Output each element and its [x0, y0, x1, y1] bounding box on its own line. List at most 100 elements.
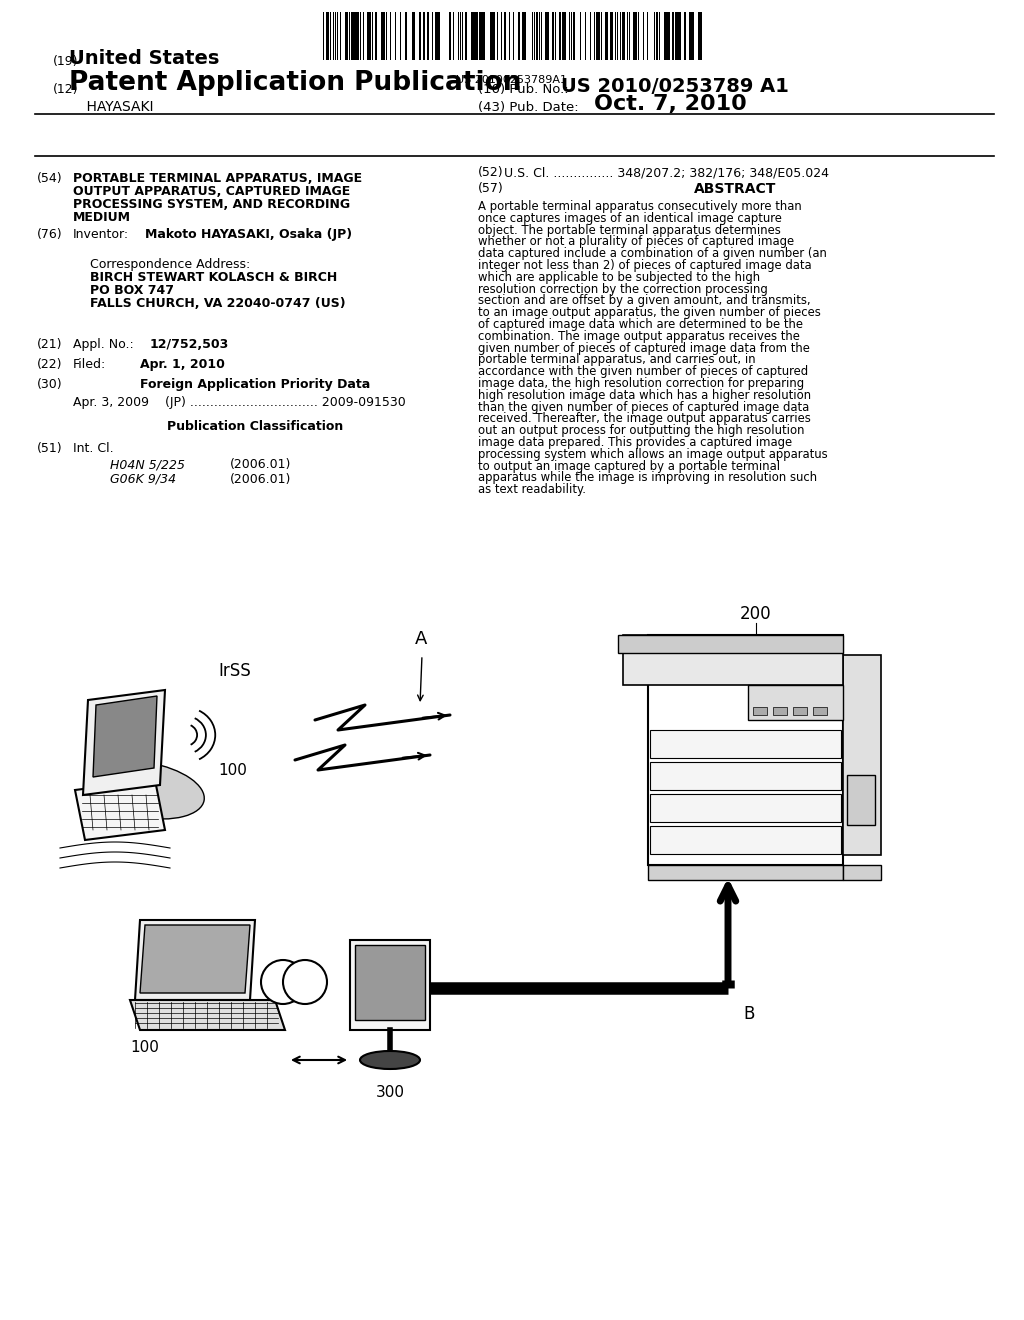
- Polygon shape: [75, 780, 165, 840]
- Bar: [340, 12, 341, 59]
- Text: object. The portable terminal apparatus determines: object. The portable terminal apparatus …: [478, 223, 780, 236]
- Text: Oct. 7, 2010: Oct. 7, 2010: [594, 94, 746, 114]
- Text: Filed:: Filed:: [73, 358, 106, 371]
- Text: OUTPUT APPARATUS, CAPTURED IMAGE: OUTPUT APPARATUS, CAPTURED IMAGE: [73, 185, 350, 198]
- Bar: [667, 12, 668, 59]
- Text: Correspondence Address:: Correspondence Address:: [90, 257, 250, 271]
- Text: (10) Pub. No.:: (10) Pub. No.:: [478, 83, 568, 96]
- Text: United States: United States: [69, 49, 219, 69]
- Bar: [435, 12, 438, 59]
- Bar: [699, 12, 702, 59]
- Bar: [629, 12, 631, 59]
- Bar: [648, 635, 843, 865]
- Text: Publication Classification: Publication Classification: [167, 420, 344, 433]
- Text: 200: 200: [739, 605, 771, 623]
- Circle shape: [261, 960, 305, 1005]
- Polygon shape: [135, 920, 255, 1001]
- Bar: [689, 12, 692, 59]
- Text: (21): (21): [37, 338, 62, 351]
- Bar: [559, 12, 561, 59]
- Bar: [395, 12, 396, 59]
- Text: PROCESSING SYSTEM, AND RECORDING: PROCESSING SYSTEM, AND RECORDING: [73, 198, 350, 211]
- Bar: [432, 12, 433, 59]
- Bar: [494, 12, 496, 59]
- Text: (12): (12): [53, 83, 79, 96]
- Text: which are applicable to be subjected to the high: which are applicable to be subjected to …: [478, 271, 760, 284]
- Text: (57): (57): [478, 182, 504, 195]
- Bar: [698, 12, 701, 59]
- Bar: [465, 12, 467, 59]
- Text: US 2010/0253789 A1: US 2010/0253789 A1: [561, 77, 788, 96]
- Text: (19): (19): [53, 55, 79, 69]
- Text: than the given number of pieces of captured image data: than the given number of pieces of captu…: [478, 400, 809, 413]
- Text: (2006.01): (2006.01): [230, 458, 292, 471]
- Bar: [479, 12, 482, 59]
- Bar: [691, 12, 694, 59]
- Text: BIRCH STEWART KOLASCH & BIRCH: BIRCH STEWART KOLASCH & BIRCH: [90, 271, 337, 284]
- Bar: [692, 12, 694, 59]
- Text: Apr. 3, 2009    (JP) ................................ 2009-091530: Apr. 3, 2009 (JP) ......................…: [73, 396, 406, 409]
- Bar: [610, 12, 612, 59]
- Bar: [748, 685, 843, 719]
- Bar: [623, 12, 625, 59]
- Text: (43) Pub. Date:: (43) Pub. Date:: [478, 102, 579, 114]
- Bar: [501, 12, 502, 59]
- Bar: [437, 12, 440, 59]
- Bar: [474, 12, 476, 59]
- Text: Int. Cl.: Int. Cl.: [73, 442, 114, 455]
- Bar: [335, 12, 336, 59]
- Bar: [665, 12, 668, 59]
- Bar: [659, 12, 660, 59]
- Bar: [536, 12, 538, 59]
- Polygon shape: [83, 690, 165, 795]
- Bar: [381, 12, 383, 59]
- Bar: [650, 826, 841, 854]
- Bar: [668, 12, 670, 59]
- Bar: [489, 12, 492, 59]
- Text: A portable terminal apparatus consecutively more than: A portable terminal apparatus consecutiv…: [478, 201, 802, 213]
- Bar: [359, 12, 360, 59]
- Bar: [351, 12, 354, 59]
- Bar: [427, 12, 428, 59]
- Text: once captures images of an identical image capture: once captures images of an identical ima…: [478, 211, 782, 224]
- Text: of captured image data which are determined to be the: of captured image data which are determi…: [478, 318, 803, 331]
- Text: out an output process for outputting the high resolution: out an output process for outputting the…: [478, 424, 805, 437]
- Text: (52): (52): [478, 166, 504, 180]
- Polygon shape: [140, 925, 250, 993]
- Text: U.S. Cl. ............... 348/207.2; 382/176; 348/E05.024: U.S. Cl. ............... 348/207.2; 382/…: [504, 166, 829, 180]
- Bar: [572, 12, 575, 59]
- Text: (22): (22): [37, 358, 62, 371]
- Text: portable terminal apparatus, and carries out, in: portable terminal apparatus, and carries…: [478, 354, 756, 367]
- Polygon shape: [130, 1001, 285, 1030]
- Bar: [647, 12, 648, 59]
- Text: (30): (30): [37, 378, 62, 391]
- Text: A: A: [415, 630, 427, 648]
- Bar: [793, 708, 807, 715]
- Text: Apr. 1, 2010: Apr. 1, 2010: [140, 358, 225, 371]
- Text: combination. The image output apparatus receives the: combination. The image output apparatus …: [478, 330, 800, 343]
- Bar: [650, 795, 841, 822]
- Circle shape: [283, 960, 327, 1005]
- Bar: [843, 865, 881, 880]
- Bar: [370, 12, 372, 59]
- Bar: [386, 12, 387, 59]
- Bar: [604, 12, 607, 59]
- Text: 12/752,503: 12/752,503: [150, 338, 229, 351]
- Bar: [753, 708, 767, 715]
- Bar: [813, 708, 827, 715]
- Bar: [532, 12, 534, 59]
- Text: given number of pieces of captured image data from the: given number of pieces of captured image…: [478, 342, 810, 355]
- Text: received. Thereafter, the image output apparatus carries: received. Thereafter, the image output a…: [478, 412, 811, 425]
- Bar: [413, 12, 414, 59]
- Bar: [462, 12, 463, 59]
- Bar: [684, 12, 686, 59]
- Bar: [555, 12, 556, 59]
- Bar: [594, 12, 595, 59]
- Polygon shape: [93, 696, 157, 777]
- Bar: [606, 12, 607, 59]
- Bar: [423, 12, 425, 59]
- Bar: [414, 12, 416, 59]
- Text: data captured include a combination of a given number (an: data captured include a combination of a…: [478, 247, 826, 260]
- Bar: [677, 12, 680, 59]
- Bar: [471, 12, 472, 59]
